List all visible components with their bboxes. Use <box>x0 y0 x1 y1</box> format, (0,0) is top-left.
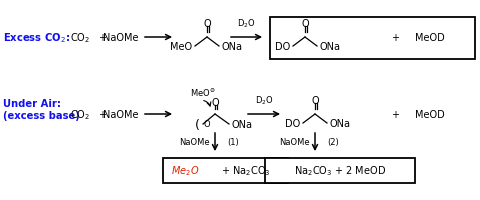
Text: + Na$_2$CO$_3$: + Na$_2$CO$_3$ <box>221 164 271 178</box>
Text: D$_2$O: D$_2$O <box>255 94 273 106</box>
Text: O: O <box>203 19 211 29</box>
Text: +: + <box>98 109 106 119</box>
Text: NaOMe: NaOMe <box>180 138 210 147</box>
Text: O: O <box>301 19 309 29</box>
Text: (: ( <box>195 118 200 131</box>
Text: (2): (2) <box>327 138 339 147</box>
Text: +: + <box>391 109 399 119</box>
Text: MeO: MeO <box>170 42 192 52</box>
Text: ONa: ONa <box>221 42 242 52</box>
Text: DO: DO <box>285 118 300 128</box>
Text: +: + <box>391 33 399 43</box>
Bar <box>265 158 415 183</box>
Text: O: O <box>311 96 319 105</box>
Text: MeO$^{\ominus}$: MeO$^{\ominus}$ <box>190 87 216 98</box>
Text: D$_2$O: D$_2$O <box>237 17 256 30</box>
Text: CO$_2$: CO$_2$ <box>70 31 90 45</box>
Text: ONa: ONa <box>329 118 350 128</box>
Text: NaOMe: NaOMe <box>279 138 310 147</box>
Text: O: O <box>211 98 219 107</box>
Text: ONa: ONa <box>231 119 252 129</box>
Text: DO: DO <box>275 42 290 52</box>
Text: Na$_2$CO$_3$ + 2 MeOD: Na$_2$CO$_3$ + 2 MeOD <box>294 164 386 178</box>
Text: Under Air:
(excess base): Under Air: (excess base) <box>3 99 80 120</box>
Bar <box>163 158 288 183</box>
Text: +: + <box>98 33 106 43</box>
Text: MeOD: MeOD <box>415 33 445 43</box>
Text: (1): (1) <box>227 138 239 147</box>
Text: O: O <box>204 120 211 129</box>
Text: NaOMe: NaOMe <box>103 109 139 119</box>
Text: NaOMe: NaOMe <box>103 33 139 43</box>
Text: Excess CO$_2$:: Excess CO$_2$: <box>3 31 70 45</box>
Bar <box>270 18 475 60</box>
Text: CO$_2$: CO$_2$ <box>70 108 90 121</box>
FancyArrowPatch shape <box>204 101 211 107</box>
Text: MeOD: MeOD <box>415 109 445 119</box>
Text: ONa: ONa <box>319 42 340 52</box>
Text: Me$_2$O: Me$_2$O <box>171 164 199 178</box>
